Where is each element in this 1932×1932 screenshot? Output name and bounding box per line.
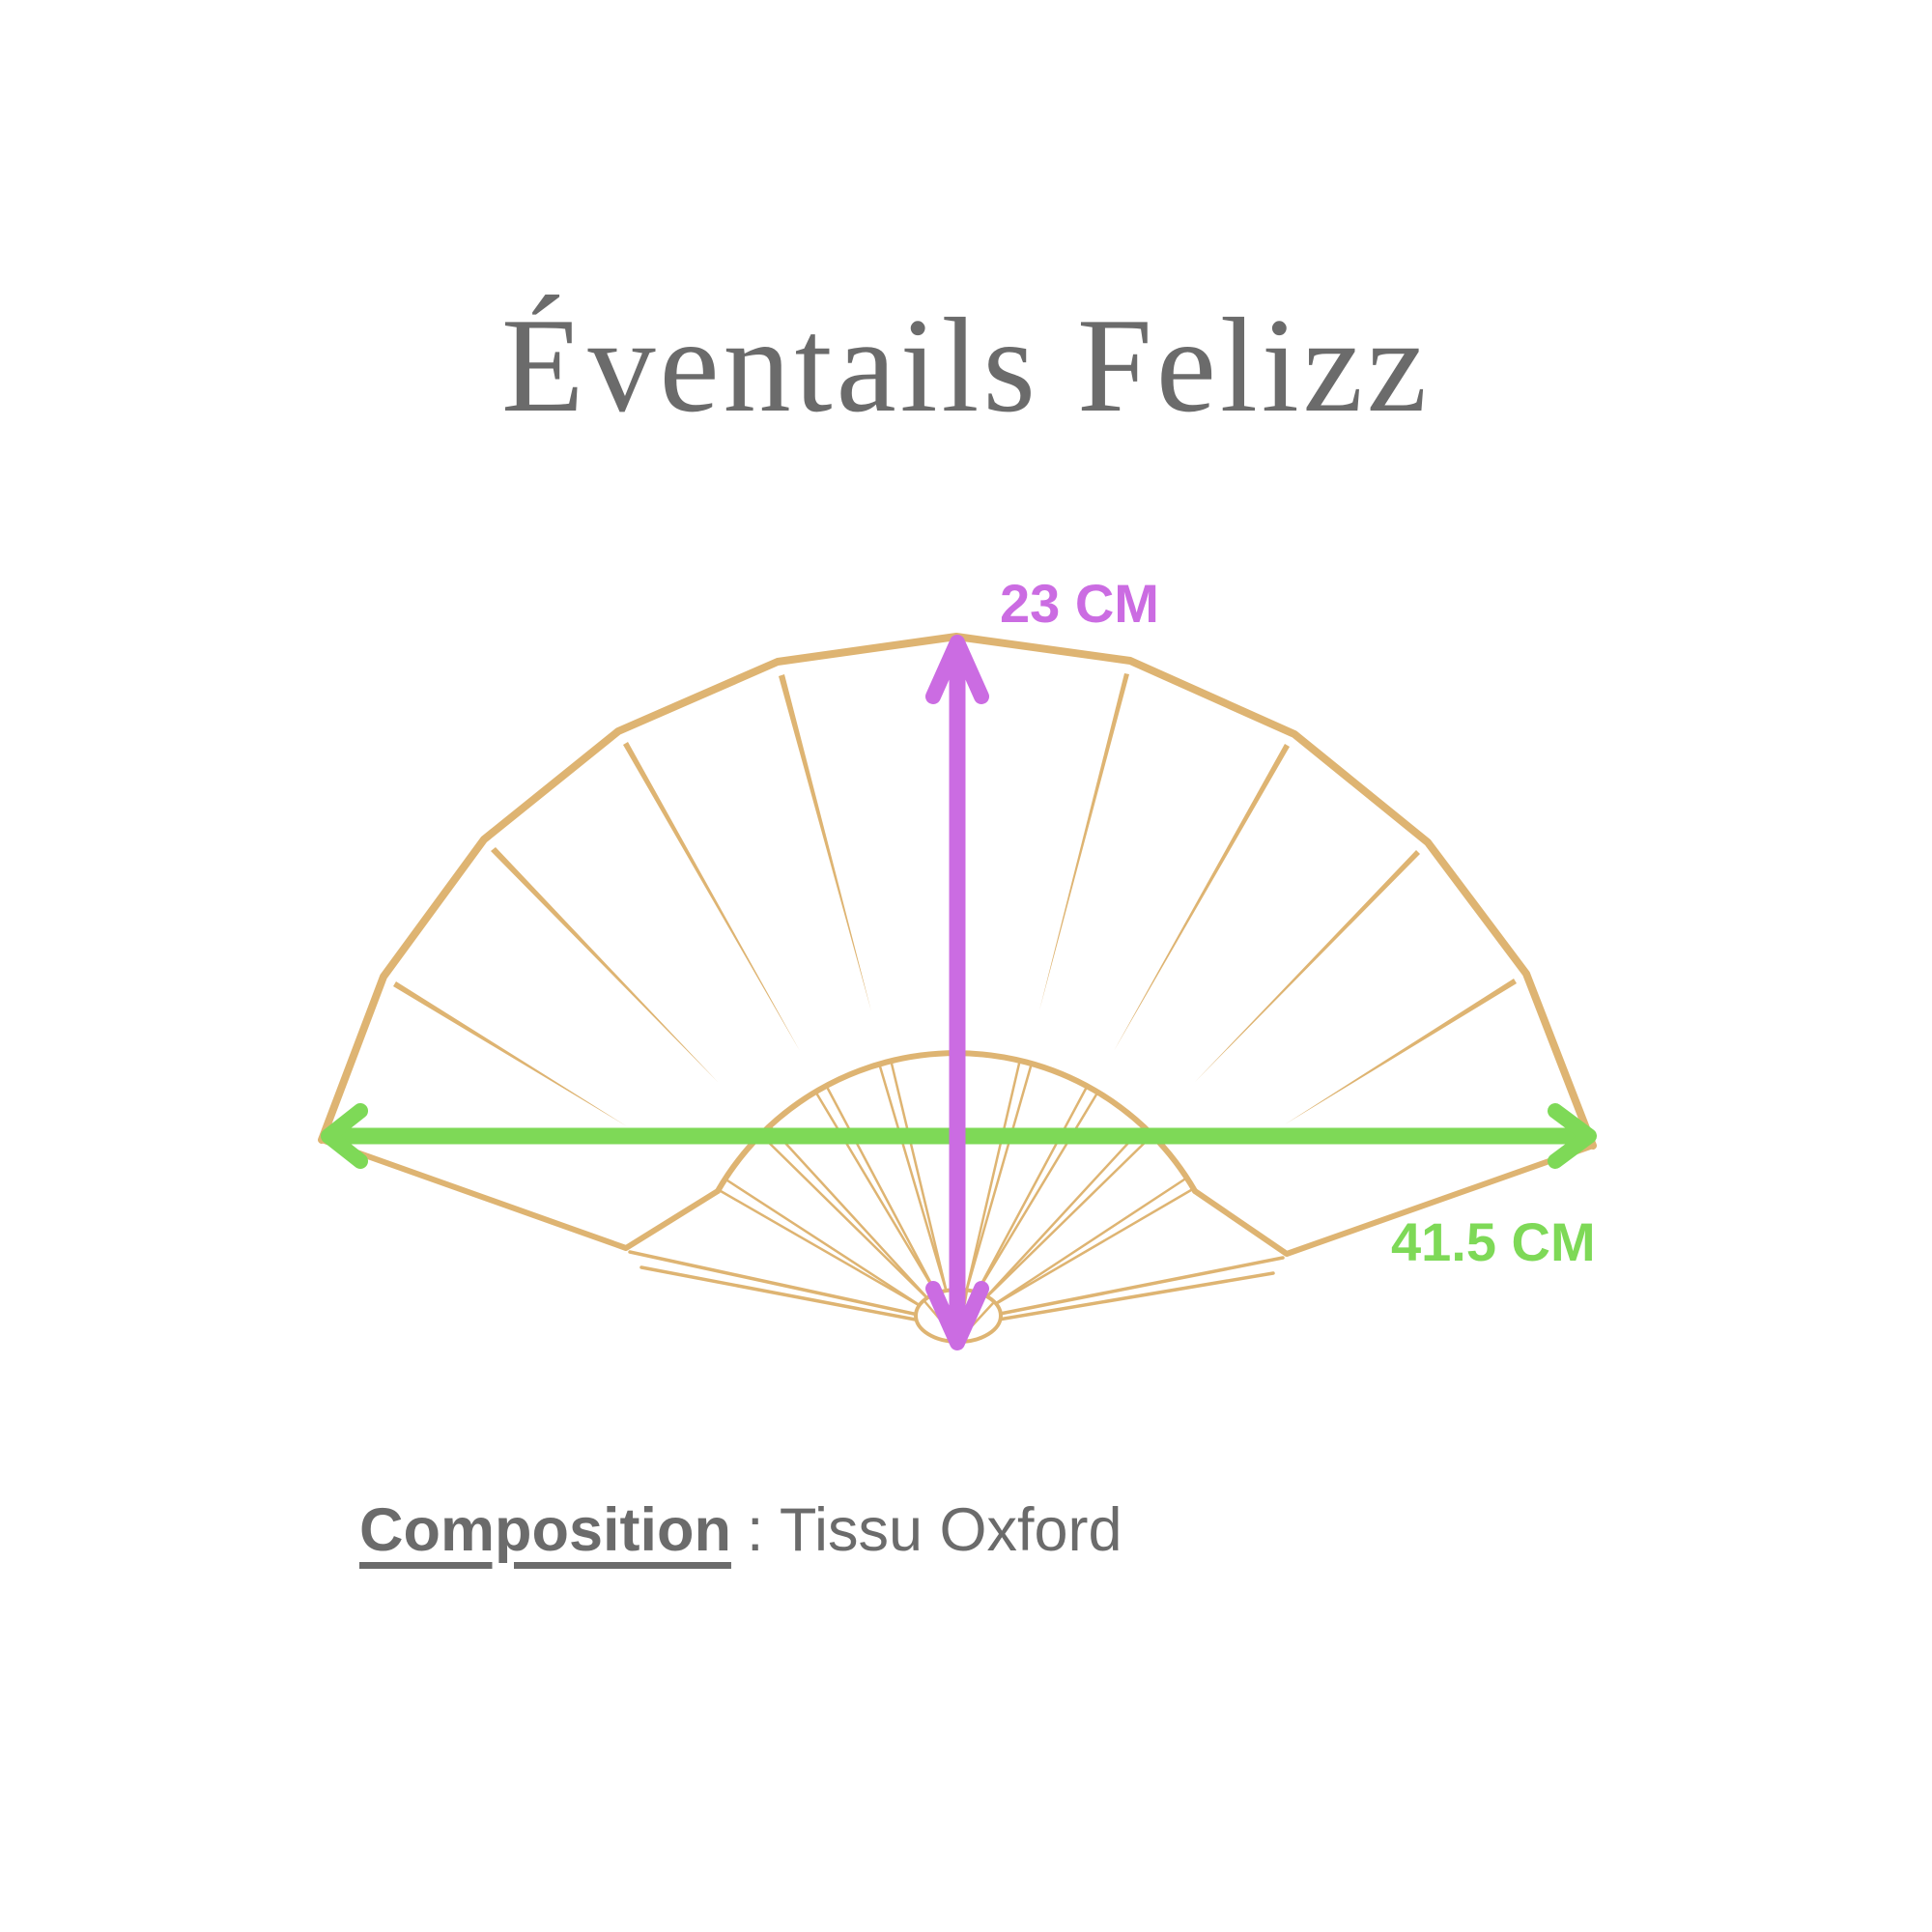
width-arrowhead-left	[321, 1103, 368, 1169]
fan-guards	[628, 1250, 1285, 1323]
composition-label: Composition	[359, 1496, 731, 1564]
height-arrowhead-bottom	[925, 1281, 989, 1350]
width-measurement-label: 41.5 CM	[1391, 1211, 1596, 1272]
fan-ribs	[393, 650, 1517, 1126]
composition-value: : Tissu Oxford	[746, 1496, 1122, 1564]
height-arrowhead-top	[925, 635, 989, 704]
height-arrow	[925, 635, 989, 1350]
composition-line: Composition: Tissu Oxford	[359, 1495, 1122, 1565]
width-arrowhead-right	[1548, 1103, 1597, 1169]
height-measurement-label: 23 CM	[1000, 573, 1159, 634]
page-title: Éventails Felizz	[500, 291, 1432, 440]
